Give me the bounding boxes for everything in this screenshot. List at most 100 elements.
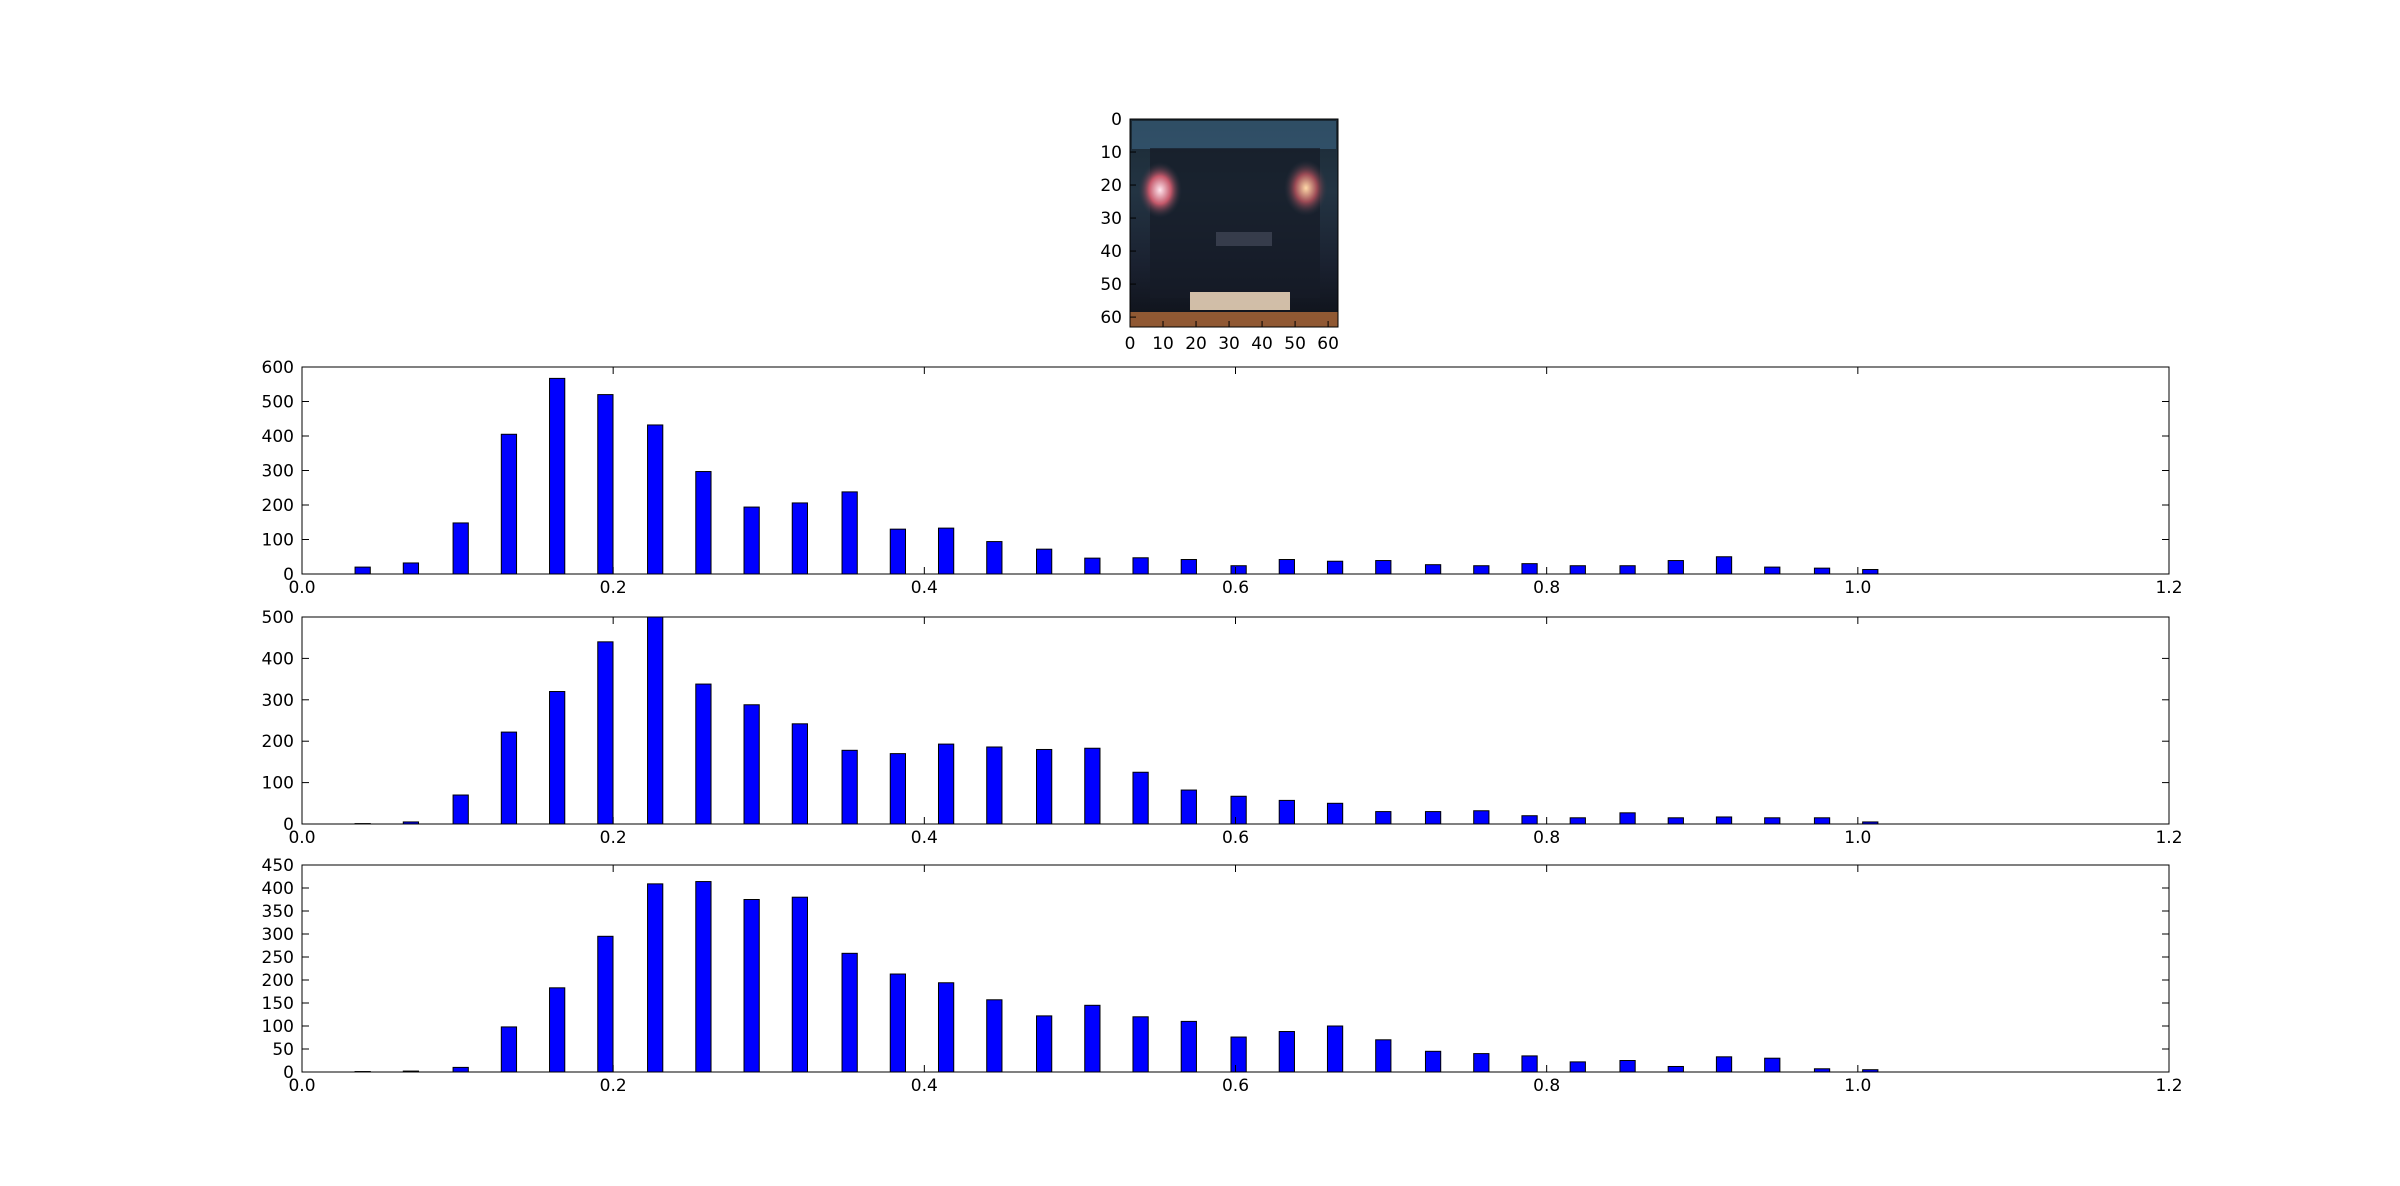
histogram-bar bbox=[549, 691, 566, 825]
x-tick-label: 50 bbox=[1284, 334, 1306, 354]
histogram-bar bbox=[1278, 1031, 1295, 1073]
x-tick-label: 0.0 bbox=[288, 1076, 315, 1096]
x-tick-label: 0.6 bbox=[1222, 578, 1249, 598]
y-tick-label: 100 bbox=[262, 774, 294, 794]
x-tick-label: 0.6 bbox=[1222, 1076, 1249, 1096]
y-tick-label: 100 bbox=[262, 1017, 294, 1037]
histogram-bar bbox=[986, 999, 1003, 1073]
histogram-bar bbox=[1132, 1016, 1149, 1073]
y-tick-label: 0 bbox=[283, 815, 294, 835]
histogram-bar bbox=[402, 562, 420, 575]
histogram-bar bbox=[937, 527, 955, 575]
histogram-bar bbox=[791, 502, 808, 575]
histogram-bar bbox=[1132, 771, 1149, 825]
histogram-bar bbox=[1521, 815, 1538, 825]
x-tick-label: 40 bbox=[1251, 334, 1273, 354]
x-tick-label: 30 bbox=[1218, 334, 1240, 354]
y-tick-label: 400 bbox=[262, 427, 294, 447]
histogram-bar bbox=[1813, 817, 1831, 825]
x-tick-label: 1.0 bbox=[1844, 1076, 1871, 1096]
histogram-bar bbox=[1424, 564, 1442, 575]
histogram-bar bbox=[549, 987, 566, 1073]
histogram-bar bbox=[549, 377, 566, 575]
y-tick-label: 400 bbox=[262, 879, 294, 899]
x-tick-label: 1.2 bbox=[2155, 578, 2182, 598]
histogram-bar bbox=[1230, 1036, 1247, 1073]
x-tick-label: 0.0 bbox=[288, 828, 315, 848]
y-tick-label: 0 bbox=[283, 1063, 294, 1083]
histogram-bar bbox=[452, 1066, 469, 1073]
car-image bbox=[1130, 312, 1338, 327]
y-tick-label: 30 bbox=[1100, 209, 1122, 229]
y-tick-label: 60 bbox=[1100, 308, 1122, 328]
car-image bbox=[1190, 292, 1290, 310]
histogram-bar bbox=[597, 394, 614, 575]
x-tick-label: 20 bbox=[1185, 334, 1207, 354]
histogram-bar bbox=[647, 616, 664, 825]
x-tick-label: 0.4 bbox=[911, 828, 938, 848]
histogram-bar bbox=[1084, 557, 1101, 575]
histogram-2: 0.0 0.2 0.4 0.6 0.8 1.0 1.2 0 100 200 300 400 500 bbox=[262, 608, 2183, 848]
histogram-bar bbox=[1473, 810, 1490, 825]
histogram-bar bbox=[1326, 1025, 1344, 1073]
x-tick-label: 0.8 bbox=[1533, 828, 1560, 848]
image-frame bbox=[1129, 118, 1339, 328]
histogram-bar bbox=[841, 749, 858, 825]
x-tick-label: 0.2 bbox=[600, 1076, 627, 1096]
histogram-bar bbox=[1180, 559, 1197, 575]
histogram-bar bbox=[1326, 560, 1344, 575]
x-tick-label: 1.2 bbox=[2155, 1076, 2182, 1096]
histogram-bar bbox=[695, 683, 712, 825]
histogram-bar bbox=[1715, 1056, 1733, 1073]
histogram-bar bbox=[500, 731, 518, 825]
histogram-bar bbox=[1375, 560, 1392, 575]
y-tick-label: 300 bbox=[262, 925, 294, 945]
x-tick-label: 10 bbox=[1152, 334, 1174, 354]
histogram-bar bbox=[1667, 560, 1684, 575]
y-tick-label: 600 bbox=[262, 358, 294, 378]
histogram-bar bbox=[1619, 565, 1636, 575]
histogram-bar bbox=[1862, 569, 1879, 575]
histogram-bar bbox=[1375, 1039, 1392, 1073]
histogram-bar bbox=[1230, 795, 1247, 825]
histogram-bar bbox=[1569, 817, 1586, 825]
y-tick-label: 500 bbox=[262, 393, 294, 413]
histogram-bar bbox=[1764, 1057, 1781, 1073]
histogram-bar bbox=[1764, 817, 1781, 825]
histogram-bar bbox=[500, 433, 518, 575]
y-tick-label: 50 bbox=[272, 1040, 294, 1060]
histogram-bar bbox=[986, 541, 1003, 575]
x-tick-label: 0.0 bbox=[288, 578, 315, 598]
y-tick-label: 450 bbox=[262, 856, 294, 876]
histogram-3: 0.0 0.2 0.4 0.6 0.8 1.0 1.2 0 50 100 150 200 250 300 3… bbox=[262, 856, 2183, 1096]
histogram-bar bbox=[597, 935, 614, 1073]
x-tick-label: 0.4 bbox=[911, 578, 938, 598]
y-tick-label: 200 bbox=[262, 732, 294, 752]
histogram-bar bbox=[1569, 1061, 1586, 1073]
histogram-1: 0.0 0.2 0.4 0.6 0.8 1.0 1.2 0 100 200 300 400 500 600 bbox=[262, 358, 2183, 598]
histogram-bar bbox=[1521, 563, 1538, 575]
y-tick-label: 100 bbox=[262, 531, 294, 551]
histogram-bar bbox=[1667, 1065, 1684, 1073]
y-tick-label: 200 bbox=[262, 971, 294, 991]
histogram-bar bbox=[695, 471, 712, 575]
histogram-bar bbox=[841, 952, 858, 1073]
histogram-bar bbox=[452, 794, 469, 825]
histogram-bar bbox=[1084, 1004, 1101, 1073]
plot-area bbox=[302, 617, 2169, 824]
car-image bbox=[1138, 162, 1182, 218]
histogram-bar bbox=[1278, 799, 1295, 825]
histogram-bar bbox=[937, 743, 955, 825]
x-tick-label: 0.2 bbox=[600, 828, 627, 848]
histogram-bar bbox=[1619, 812, 1636, 825]
plot-area bbox=[302, 367, 2169, 574]
histogram-bar bbox=[1715, 816, 1733, 825]
y-tick-label: 200 bbox=[262, 496, 294, 516]
car-image bbox=[1284, 160, 1328, 216]
histogram-bar bbox=[1036, 1015, 1053, 1073]
x-tick-label: 1.0 bbox=[1844, 828, 1871, 848]
y-tick-label: 150 bbox=[262, 994, 294, 1014]
histogram-bar bbox=[1036, 748, 1053, 825]
